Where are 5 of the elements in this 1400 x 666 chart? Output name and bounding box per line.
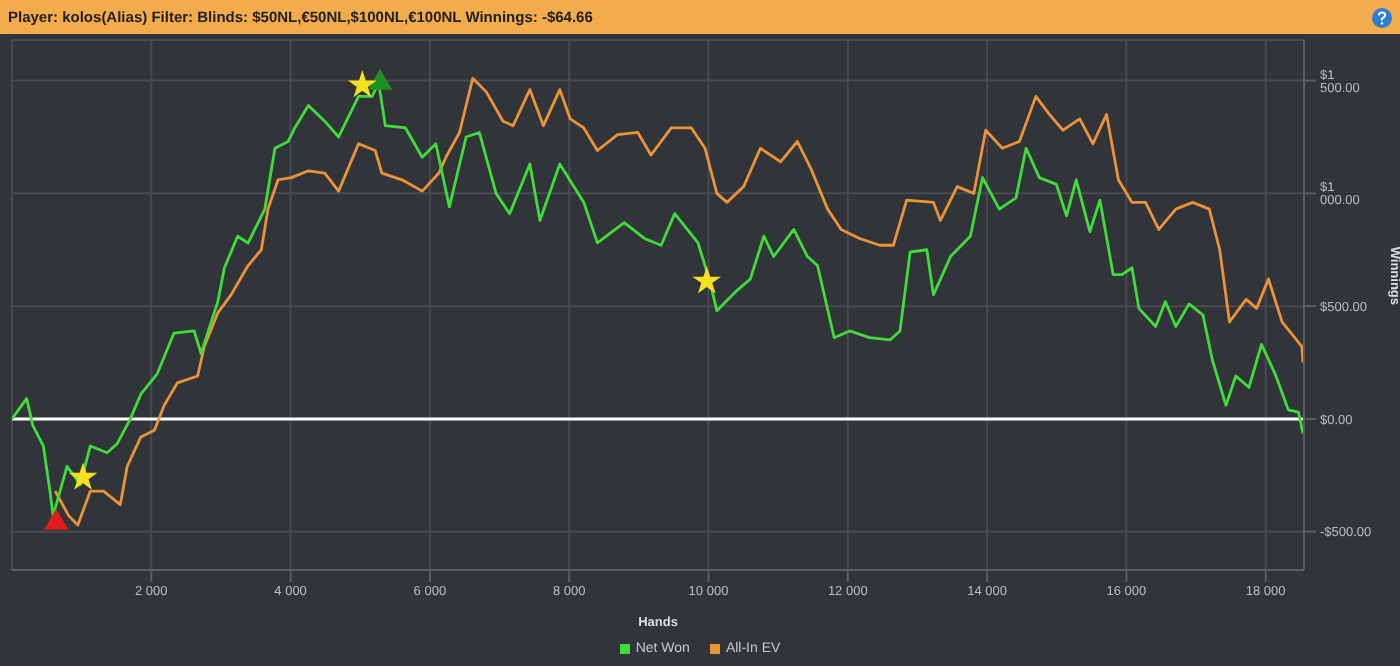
point (68, 462, 98, 490)
point (692, 266, 722, 294)
point (44, 508, 69, 530)
point (347, 70, 377, 98)
point (367, 68, 393, 90)
